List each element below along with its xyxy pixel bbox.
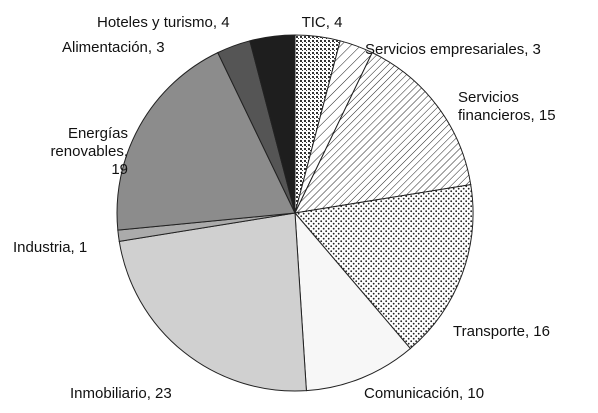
- slice-label: Alimentación, 3: [62, 39, 165, 56]
- slice-label-line: Energías: [68, 125, 128, 142]
- pie-slice: [294, 211, 412, 392]
- slice-label: Servicios empresariales, 3: [365, 41, 541, 58]
- slice-label-line: Industria, 1: [13, 239, 87, 256]
- pie-slice: [116, 51, 296, 231]
- pie-slice: [118, 212, 307, 392]
- slice-label-line: Hoteles y turismo, 4: [97, 14, 230, 31]
- slice-label-line: Transporte, 16: [453, 323, 550, 340]
- slice-label-line: TIC, 4: [302, 14, 343, 31]
- slice-label: Comunicación, 10: [364, 385, 484, 402]
- slice-label-line: Servicios: [458, 89, 519, 106]
- slice-label-line: financieros, 15: [458, 107, 556, 124]
- slice-label: Inmobiliario, 23: [70, 385, 172, 402]
- slice-label: Industria, 1: [13, 239, 87, 256]
- slice-label-line: Servicios empresariales, 3: [365, 41, 541, 58]
- slice-label-line: Alimentación, 3: [62, 39, 165, 56]
- slice-label-line: renovables,: [50, 143, 128, 160]
- slice-label: Hoteles y turismo, 4: [97, 14, 230, 31]
- pie-slice: [294, 51, 472, 214]
- slice-label-line: Inmobiliario, 23: [70, 385, 172, 402]
- slice-label: Servicios financieros, 15: [458, 89, 556, 124]
- slice-label-line: 19: [111, 161, 128, 178]
- pie-slice: [294, 184, 474, 350]
- slice-label: Energías renovables, 19: [50, 125, 128, 178]
- slice-label: TIC, 4: [302, 14, 343, 31]
- slice-label: Transporte, 16: [453, 323, 550, 340]
- pie-slice: [249, 34, 296, 214]
- slice-label-line: Comunicación, 10: [364, 385, 484, 402]
